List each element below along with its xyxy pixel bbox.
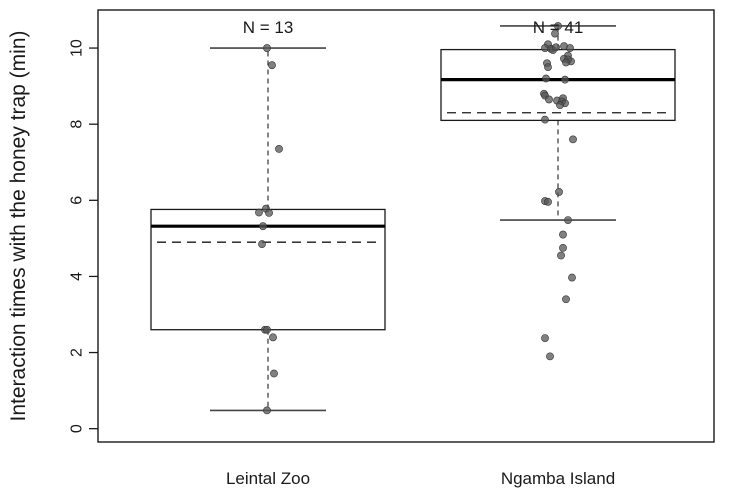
data-point-1-7 bbox=[552, 43, 560, 52]
y-axis-label: Interaction times with the honey trap (m… bbox=[7, 30, 30, 421]
x-axis: Leintal Zoo Ngamba Island bbox=[226, 469, 615, 488]
data-point-0-7 bbox=[258, 240, 266, 248]
data-point-0-0 bbox=[263, 44, 271, 52]
data-point-1-32 bbox=[559, 230, 567, 239]
box-group-0 bbox=[150, 47, 386, 412]
data-point-1-34 bbox=[557, 251, 565, 260]
data-point-1-1 bbox=[551, 29, 559, 38]
plot-frame bbox=[97, 9, 715, 443]
data-point-1-8 bbox=[566, 44, 574, 52]
data-point-0-6 bbox=[259, 222, 267, 231]
count-label-0: N = 13 bbox=[243, 18, 294, 37]
data-point-1-15 bbox=[544, 63, 552, 71]
y-tick-label-6: 6 bbox=[69, 196, 86, 205]
data-point-1-38 bbox=[546, 352, 554, 361]
box-1 bbox=[440, 48, 676, 122]
data-point-0-11 bbox=[270, 369, 278, 378]
data-point-0-3 bbox=[255, 208, 263, 217]
y-tick-label-2: 2 bbox=[69, 348, 86, 357]
data-point-1-26 bbox=[541, 115, 549, 124]
y-tick-label-4: 4 bbox=[69, 272, 86, 281]
data-point-1-33 bbox=[559, 243, 567, 252]
data-point-1-13 bbox=[562, 58, 570, 67]
data-point-1-35 bbox=[568, 273, 576, 282]
data-point-1-20 bbox=[545, 95, 553, 104]
data-point-0-9 bbox=[263, 325, 271, 334]
data-point-1-30 bbox=[544, 197, 552, 206]
y-tick-label-10: 10 bbox=[69, 39, 86, 57]
data-point-1-0 bbox=[554, 22, 562, 30]
data-point-1-28 bbox=[555, 188, 563, 196]
data-points bbox=[255, 22, 577, 415]
data-point-0-5 bbox=[265, 208, 273, 217]
x-tick-label-1: Ngamba Island bbox=[501, 469, 615, 488]
data-point-0-10 bbox=[269, 333, 277, 342]
y-tick-label-8: 8 bbox=[69, 120, 86, 129]
data-point-1-27 bbox=[569, 135, 577, 144]
count-labels: N = 13 N = 41 bbox=[243, 18, 584, 37]
count-label-1: N = 41 bbox=[533, 18, 584, 37]
y-axis: 0 2 4 6 8 10 bbox=[69, 39, 98, 433]
data-point-0-12 bbox=[263, 406, 271, 415]
data-point-1-36 bbox=[562, 295, 570, 304]
boxes bbox=[150, 25, 676, 412]
x-tick-label-0: Leintal Zoo bbox=[226, 469, 310, 488]
data-point-1-17 bbox=[561, 75, 569, 84]
y-tick-label-0: 0 bbox=[69, 424, 86, 433]
data-point-1-16 bbox=[542, 74, 550, 83]
data-point-1-31 bbox=[564, 216, 572, 225]
data-point-1-25 bbox=[556, 101, 564, 110]
data-point-0-2 bbox=[275, 145, 283, 153]
data-point-0-1 bbox=[268, 61, 276, 70]
data-point-1-37 bbox=[541, 334, 549, 342]
